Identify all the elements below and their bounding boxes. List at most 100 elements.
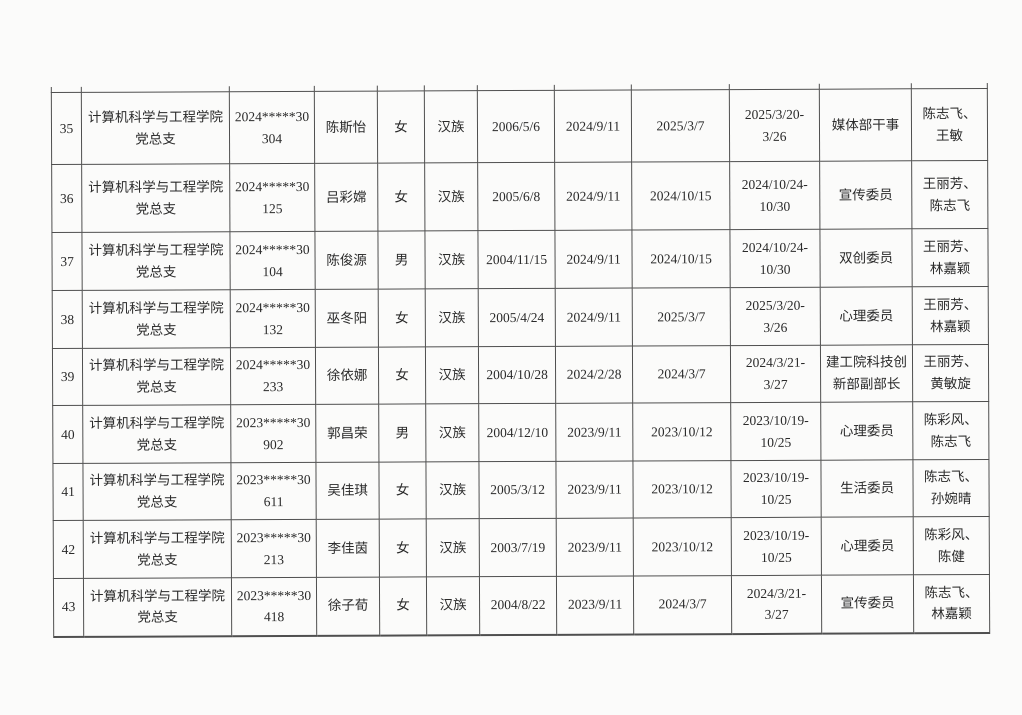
cell-birth-date: 2004/12/10 xyxy=(478,403,556,462)
cell-position: 宣传委员 xyxy=(819,160,912,230)
cell-gender: 男 xyxy=(377,230,426,290)
cell-ethnicity: 汉族 xyxy=(426,576,480,635)
cell-row-number: 39 xyxy=(52,348,83,406)
cell-name: 巫冬阳 xyxy=(315,289,379,348)
cell-position: 建工院科技创新部副部长 xyxy=(820,344,913,403)
cell-contacts: 王丽芳、林嘉颖 xyxy=(911,228,989,287)
cell-row-number: 35 xyxy=(51,92,82,165)
cell-student-id: 2024*****30233 xyxy=(230,347,316,405)
cell-party-branch: 计算机科学与工程学院党总支 xyxy=(83,519,232,579)
cell-gender: 女 xyxy=(379,518,427,578)
cell-gender: 女 xyxy=(378,346,426,405)
cell-ethnicity: 汉族 xyxy=(425,288,479,347)
cell-party-branch: 计算机科学与工程学院党总支 xyxy=(82,404,231,464)
cell-birth-date: 2006/5/6 xyxy=(477,90,555,163)
cell-ethnicity: 汉族 xyxy=(424,230,479,289)
cell-party-branch: 计算机科学与工程学院党总支 xyxy=(82,289,231,349)
cell-birth-date: 2004/10/28 xyxy=(478,346,556,404)
cell-position: 媒体部干事 xyxy=(819,88,912,162)
cell-publicity-period: 2025/3/20- 3/26 xyxy=(729,89,820,162)
cell-confirm-date: 2023/10/12 xyxy=(633,517,732,577)
cell-position: 心理委员 xyxy=(820,286,913,346)
table-row: 43 计算机科学与工程学院党总支 2023*****30418 徐子荀女汉族 2004/… xyxy=(53,574,990,637)
cell-application-date: 2023/9/11 xyxy=(555,403,633,462)
cell-application-date: 2024/9/11 xyxy=(554,162,632,231)
cell-student-id: 2023*****30418 xyxy=(231,577,317,636)
cell-ethnicity: 汉族 xyxy=(425,403,479,462)
cell-birth-date: 2004/8/22 xyxy=(479,576,557,635)
cell-contacts: 陈志飞、王敏 xyxy=(911,88,988,161)
cell-publicity-period: 2025/3/20- 3/26 xyxy=(730,287,821,346)
cell-student-id: 2023*****30902 xyxy=(230,404,316,463)
cell-application-date: 2023/9/11 xyxy=(556,576,634,635)
cell-publicity-period: 2023/10/19- 10/25 xyxy=(730,402,821,461)
table-row: 38 计算机科学与工程学院党总支 2024*****30132 巫冬阳女汉族 2005/… xyxy=(52,286,989,349)
cell-row-number: 41 xyxy=(52,463,84,521)
cell-contacts: 陈志飞、林嘉颖 xyxy=(913,574,990,633)
cell-application-date: 2023/9/11 xyxy=(555,461,634,519)
cell-student-id: 2023*****30213 xyxy=(231,519,317,578)
cell-position: 双创委员 xyxy=(819,228,913,288)
cell-gender: 女 xyxy=(377,162,425,232)
cell-position: 宣传委员 xyxy=(821,574,914,634)
cell-student-id: 2024*****30132 xyxy=(230,289,316,348)
cell-confirm-date: 2023/10/12 xyxy=(632,460,732,519)
cell-student-id: 2024*****30304 xyxy=(229,91,315,164)
cell-application-date: 2024/2/28 xyxy=(555,346,633,404)
table-body: 35 计算机科学与工程学院党总支 2024*****30304 陈斯怡女汉族 2006/… xyxy=(51,82,990,637)
table-row: 37 计算机科学与工程学院党总支 2024*****30104 陈俊源男汉族 2004/… xyxy=(51,228,989,291)
table-row: 35 计算机科学与工程学院党总支 2024*****30304 陈斯怡女汉族 2006/… xyxy=(51,88,988,165)
cell-row-number: 42 xyxy=(53,520,84,579)
cell-position: 心理委员 xyxy=(820,401,913,461)
cell-position: 生活委员 xyxy=(820,459,914,518)
cell-contacts: 王丽芳、林嘉颖 xyxy=(912,286,989,345)
cell-name: 陈斯怡 xyxy=(314,91,378,164)
cell-contacts: 陈志飞、孙婉晴 xyxy=(912,459,990,517)
cell-gender: 女 xyxy=(378,288,426,348)
cell-ethnicity: 汉族 xyxy=(425,461,480,519)
cell-ethnicity: 汉族 xyxy=(424,162,478,231)
cell-publicity-period: 2024/10/24- 10/30 xyxy=(729,161,820,230)
cell-publicity-period: 2024/10/24- 10/30 xyxy=(729,229,821,288)
cell-contacts: 王丽芳、陈志飞 xyxy=(911,160,988,229)
cell-row-number: 36 xyxy=(51,164,82,233)
cell-ethnicity: 汉族 xyxy=(426,518,480,577)
cell-name: 徐子荀 xyxy=(316,577,380,636)
cell-row-number: 38 xyxy=(52,290,83,349)
cell-birth-date: 2005/4/24 xyxy=(478,288,556,347)
cell-name: 徐依娜 xyxy=(315,347,379,405)
cell-row-number: 40 xyxy=(52,405,83,464)
cell-row-number: 37 xyxy=(51,232,83,291)
cell-position: 心理委员 xyxy=(821,516,914,576)
table-row: 36 计算机科学与工程学院党总支 2024*****30125 吕彩嫦女汉族 2005/… xyxy=(51,160,988,233)
cell-party-branch: 计算机科学与工程学院党总支 xyxy=(81,231,231,291)
table-row: 41 计算机科学与工程学院党总支 2023*****30611 吴佳琪女汉族 2005/… xyxy=(52,459,990,521)
cell-application-date: 2024/9/11 xyxy=(555,288,633,347)
cell-row-number: 43 xyxy=(53,578,84,637)
cell-publicity-period: 2024/3/21- 3/27 xyxy=(730,345,821,403)
cell-ethnicity: 汉族 xyxy=(425,346,479,404)
cell-confirm-date: 2024/10/15 xyxy=(631,229,731,289)
cell-confirm-date: 2024/3/7 xyxy=(633,575,732,635)
cell-party-branch: 计算机科学与工程学院党总支 xyxy=(81,163,230,233)
cell-confirm-date: 2025/3/7 xyxy=(631,89,730,163)
cell-name: 郭昌荣 xyxy=(315,404,379,463)
cell-name: 吴佳琪 xyxy=(315,462,380,520)
cell-confirm-date: 2024/10/15 xyxy=(631,161,730,231)
cell-gender: 女 xyxy=(379,576,427,636)
table-row: 39 计算机科学与工程学院党总支 2024*****30233 徐依娜女汉族 2004/… xyxy=(52,344,989,406)
cell-contacts: 王丽芳、黄敏旋 xyxy=(912,344,989,402)
cell-name: 吕彩嫦 xyxy=(314,163,378,232)
cell-application-date: 2024/9/11 xyxy=(554,90,632,163)
cell-application-date: 2024/9/11 xyxy=(554,230,633,289)
cell-contacts: 陈彩风、陈健 xyxy=(913,516,990,575)
cell-party-branch: 计算机科学与工程学院党总支 xyxy=(82,462,232,521)
cell-gender: 女 xyxy=(377,90,425,164)
cell-publicity-period: 2023/10/19- 10/25 xyxy=(730,460,822,518)
cell-birth-date: 2005/3/12 xyxy=(478,461,557,519)
table-row: 42 计算机科学与工程学院党总支 2023*****30213 李佳茵女汉族 2003/… xyxy=(53,516,990,579)
cell-publicity-period: 2023/10/19- 10/25 xyxy=(731,517,822,576)
cell-name: 李佳茵 xyxy=(316,519,380,578)
cell-birth-date: 2003/7/19 xyxy=(479,518,557,577)
